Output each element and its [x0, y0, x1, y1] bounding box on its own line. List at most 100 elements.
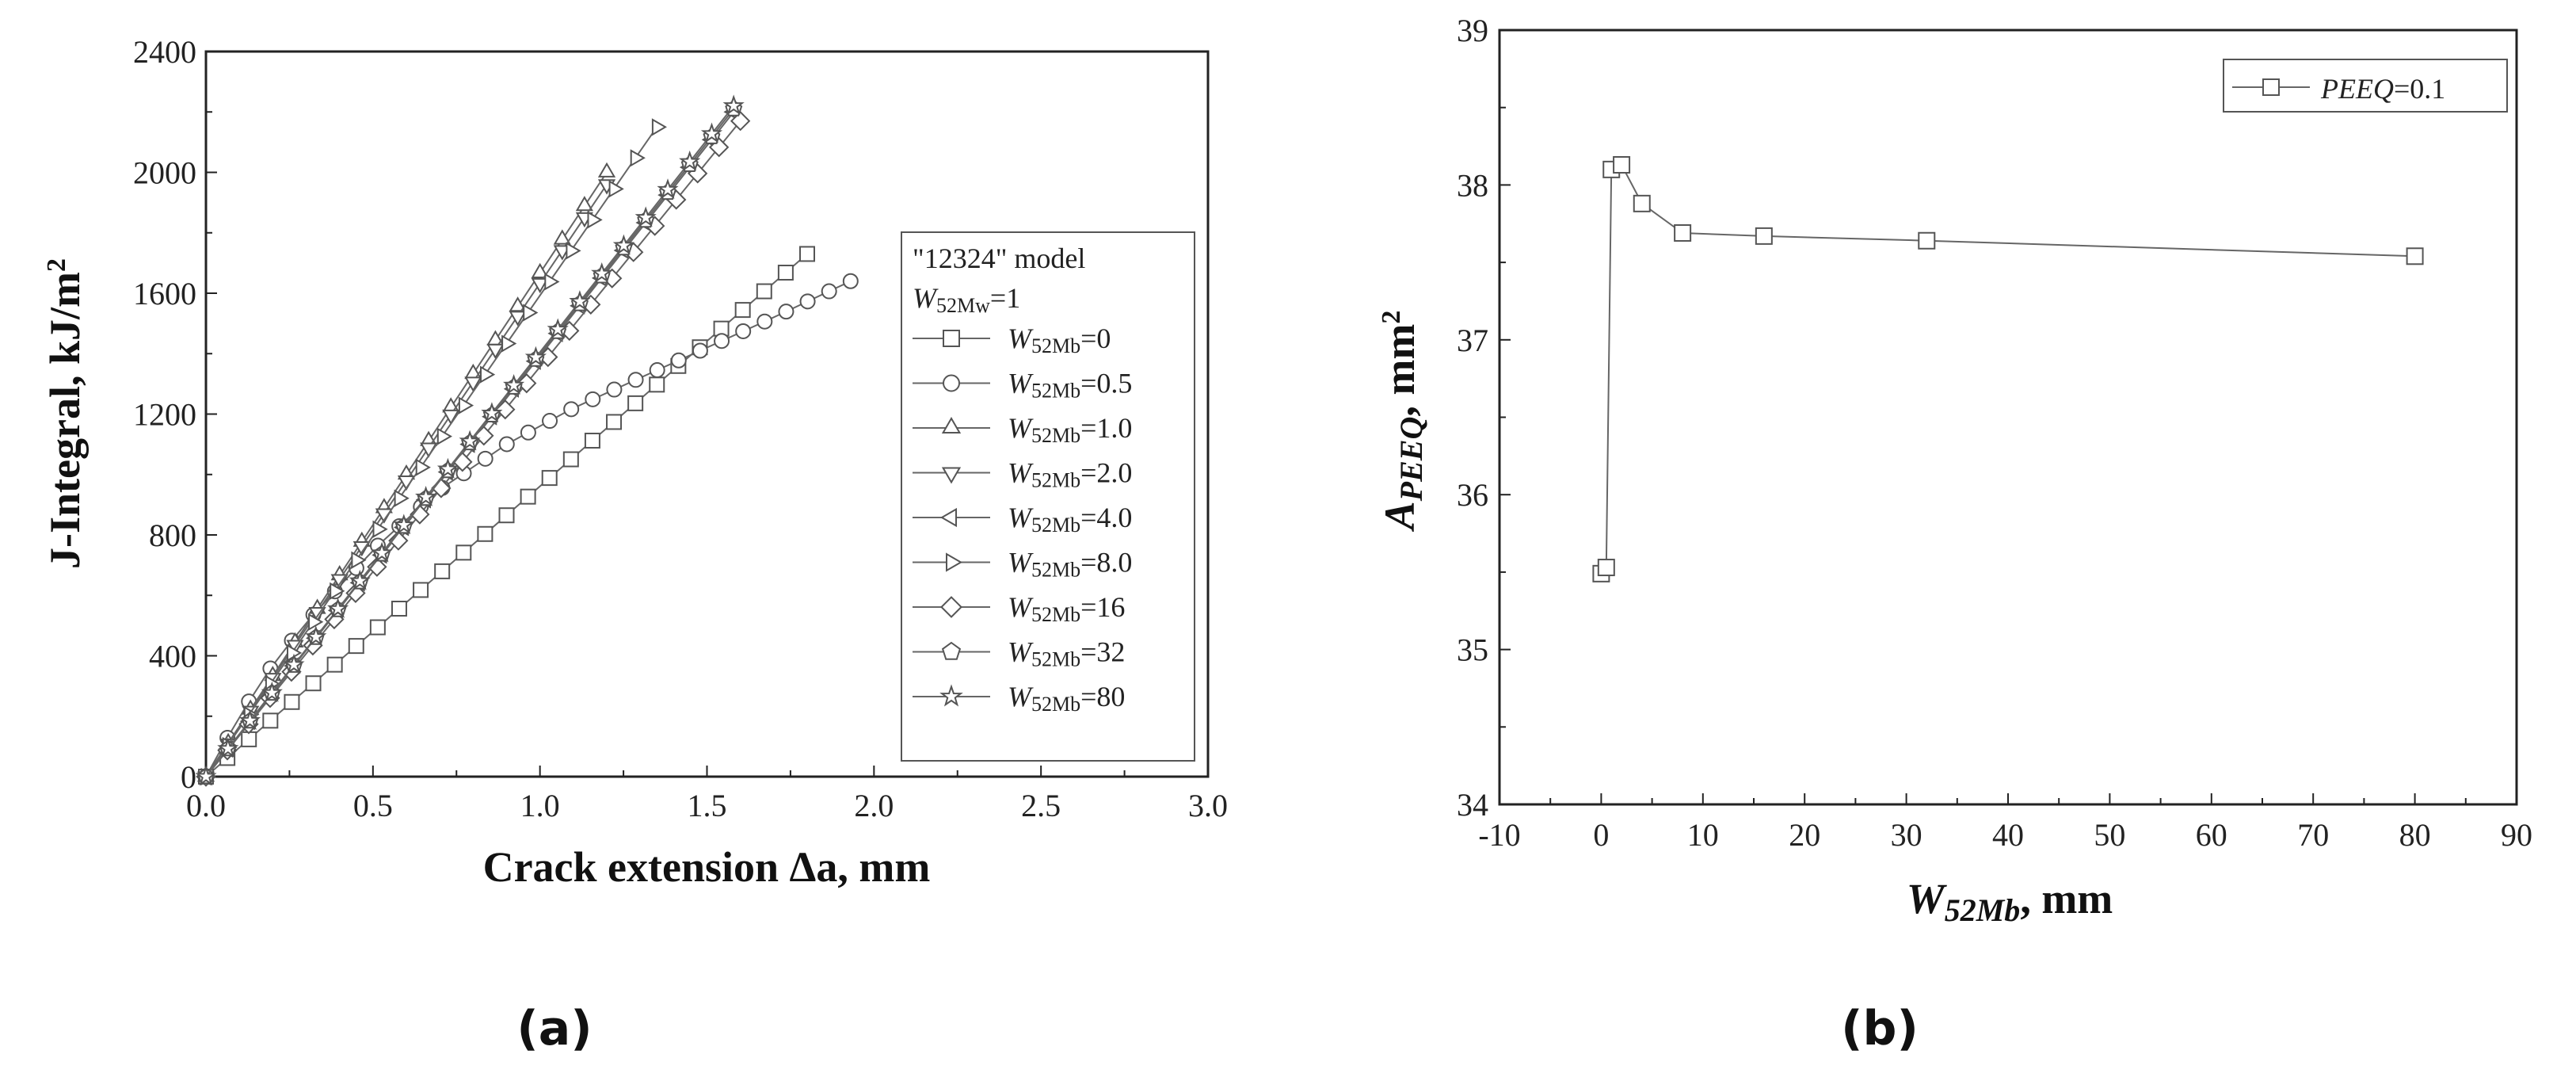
chart-a-data-point: [778, 304, 795, 320]
chart-b-x-tick-label: -10: [1478, 817, 1520, 853]
chart-a-data-point: [630, 149, 646, 167]
chart-a-data-point: [501, 334, 517, 353]
chart-a-data-point: [799, 293, 816, 310]
chart-a-y-tick-label: 400: [149, 639, 196, 674]
chart-b-y-tick-label: 39: [1457, 13, 1488, 48]
chart-a-data-point: [351, 551, 367, 569]
chart-b-legend: PEEQ=0.1: [2223, 59, 2508, 113]
chart-a-data-point: [459, 430, 481, 451]
chart-b-y-tick-label: 36: [1457, 477, 1488, 513]
chart-a-legend-label: W52Mb=16: [1008, 591, 1125, 626]
chart-a-data-point: [722, 94, 745, 116]
chart-a-y-tick-label: 1600: [133, 276, 196, 311]
chart-a-legend: "12324" model W52Mw=1 W52Mb=0 W52Mb=0.5 W5…: [901, 231, 1195, 762]
chart-a-data-point: [542, 413, 558, 430]
chart-a-data-point: [262, 712, 279, 729]
chart-a-data-point: [651, 118, 667, 136]
chart-b-x-axis-title: W52Mb, mm: [1907, 875, 2113, 928]
chart-a-data-point: [821, 283, 837, 300]
chart-a-x-tick-label: 0.0: [186, 788, 226, 823]
chart-a-legend-label: W52Mb=2.0: [1008, 457, 1132, 492]
chart-b-frame: [1498, 29, 2518, 806]
chart-a-data-point: [241, 731, 257, 747]
chart-a-data-point: [434, 563, 451, 579]
chart-a-legend-label: W52Mb=80: [1008, 681, 1125, 716]
chart-b-legend-marker: [2262, 78, 2280, 96]
chart-b-panel-label: (b): [1841, 1001, 1919, 1056]
chart-a-legend-marker: [940, 596, 962, 618]
chart-a-legend-marker: [941, 467, 962, 484]
chart-a: 0.0 0.5 1.0 1.5 2.0 2.5 3.0 0 400 800 1200 1600 200…: [41, 34, 1228, 1056]
chart-b: -10 0 10 20 30 40 50 60 70 80 90 34 35 36 37 38 39 W52M…: [1376, 13, 2532, 1056]
chart-a-legend-item: W52Mb=0: [913, 323, 1111, 357]
chart-b-x-tick-label: 20: [1789, 817, 1820, 853]
chart-b-x-tick-label: 30: [1891, 817, 1922, 853]
chart-a-legend-header-1: "12324" model: [913, 243, 1085, 274]
chart-b-data-point: [2406, 247, 2424, 265]
chart-a-data-point: [566, 242, 581, 260]
chart-a-legend-item: W52Mb=32: [913, 636, 1125, 671]
chart-a-legend-marker: [943, 374, 960, 392]
chart-a-data-point: [195, 765, 217, 786]
chart-b-y-tick-label: 34: [1457, 787, 1488, 823]
chart-a-data-point: [777, 264, 794, 281]
chart-a-data-point: [562, 451, 579, 468]
chart-a-data-point: [509, 311, 527, 327]
chart-a-data-point: [520, 488, 536, 505]
chart-a-legend-marker: [946, 552, 962, 572]
chart-a-data-point: [587, 211, 603, 229]
chart-b-x-tick-label: 90: [2501, 817, 2532, 853]
chart-a-data-point: [547, 318, 569, 339]
chart-a-data-point: [388, 530, 409, 551]
chart-a-data-point: [597, 162, 616, 178]
chart-b-y-tick-label: 35: [1457, 632, 1488, 668]
chart-a-data-point: [371, 541, 393, 563]
chart-a-data-point: [734, 302, 751, 319]
chart-a-data-point: [520, 424, 536, 441]
chart-a-data-point: [584, 432, 600, 449]
chart-a-data-point: [348, 638, 364, 655]
chart-b-data-point: [1633, 194, 1651, 212]
chart-a-x-tick-label: 1.0: [520, 788, 560, 823]
chart-a-data-point: [503, 373, 525, 395]
chart-a-data-point: [410, 504, 430, 525]
chart-a-data-point: [509, 296, 527, 312]
chart-a-y-tick-label: 1200: [133, 397, 196, 433]
chart-a-data-point: [523, 304, 539, 322]
chart-a-legend-label: W52Mb=4.0: [1008, 502, 1132, 537]
chart-a-data-point: [608, 180, 624, 198]
chart-a-x-tick-label: 2.5: [1021, 788, 1061, 823]
chart-a-data-point: [612, 234, 635, 255]
chart-a-data-point: [634, 206, 657, 227]
chart-a-data-point: [458, 396, 474, 414]
chart-b-y-tick-label: 37: [1457, 323, 1488, 358]
chart-a-data-point: [330, 582, 345, 600]
chart-b-legend-label: PEEQ=0.1: [2320, 73, 2445, 105]
chart-b-x-tick-label: 50: [2094, 817, 2125, 853]
chart-a-data-point: [531, 277, 549, 294]
chart-a-data-point: [544, 273, 560, 291]
chart-a-series-8: [195, 94, 745, 786]
chart-b-series-0: [1592, 155, 2424, 582]
chart-a-legend-marker: [940, 507, 957, 528]
chart-a-data-point: [372, 520, 388, 538]
chart-a-data-point: [627, 395, 644, 411]
chart-a-data-point: [442, 409, 460, 426]
chart-a-data-point: [524, 346, 547, 367]
chart-a-x-tick-label: 2.0: [854, 788, 894, 823]
chart-a-data-point: [391, 600, 407, 617]
chart-a-data-point: [414, 486, 437, 506]
chart-a-data-point: [575, 196, 593, 212]
chart-a-x-tick-label: 0.5: [353, 788, 393, 823]
chart-a-data-point: [735, 323, 752, 339]
chart-a-legend-item: W52Mb=16: [913, 591, 1125, 626]
chart-a-data-point: [687, 163, 708, 184]
chart-a-data-point: [657, 178, 679, 199]
chart-a-data-point: [305, 625, 327, 647]
chart-a-legend-marker: [941, 641, 962, 660]
chart-a-data-point: [480, 365, 496, 384]
chart-a-legend-item: W52Mb=80: [913, 681, 1125, 716]
chart-b-series-line: [1600, 163, 2415, 575]
chart-a-data-point: [553, 229, 571, 245]
chart-b-data-point: [1918, 231, 1936, 250]
